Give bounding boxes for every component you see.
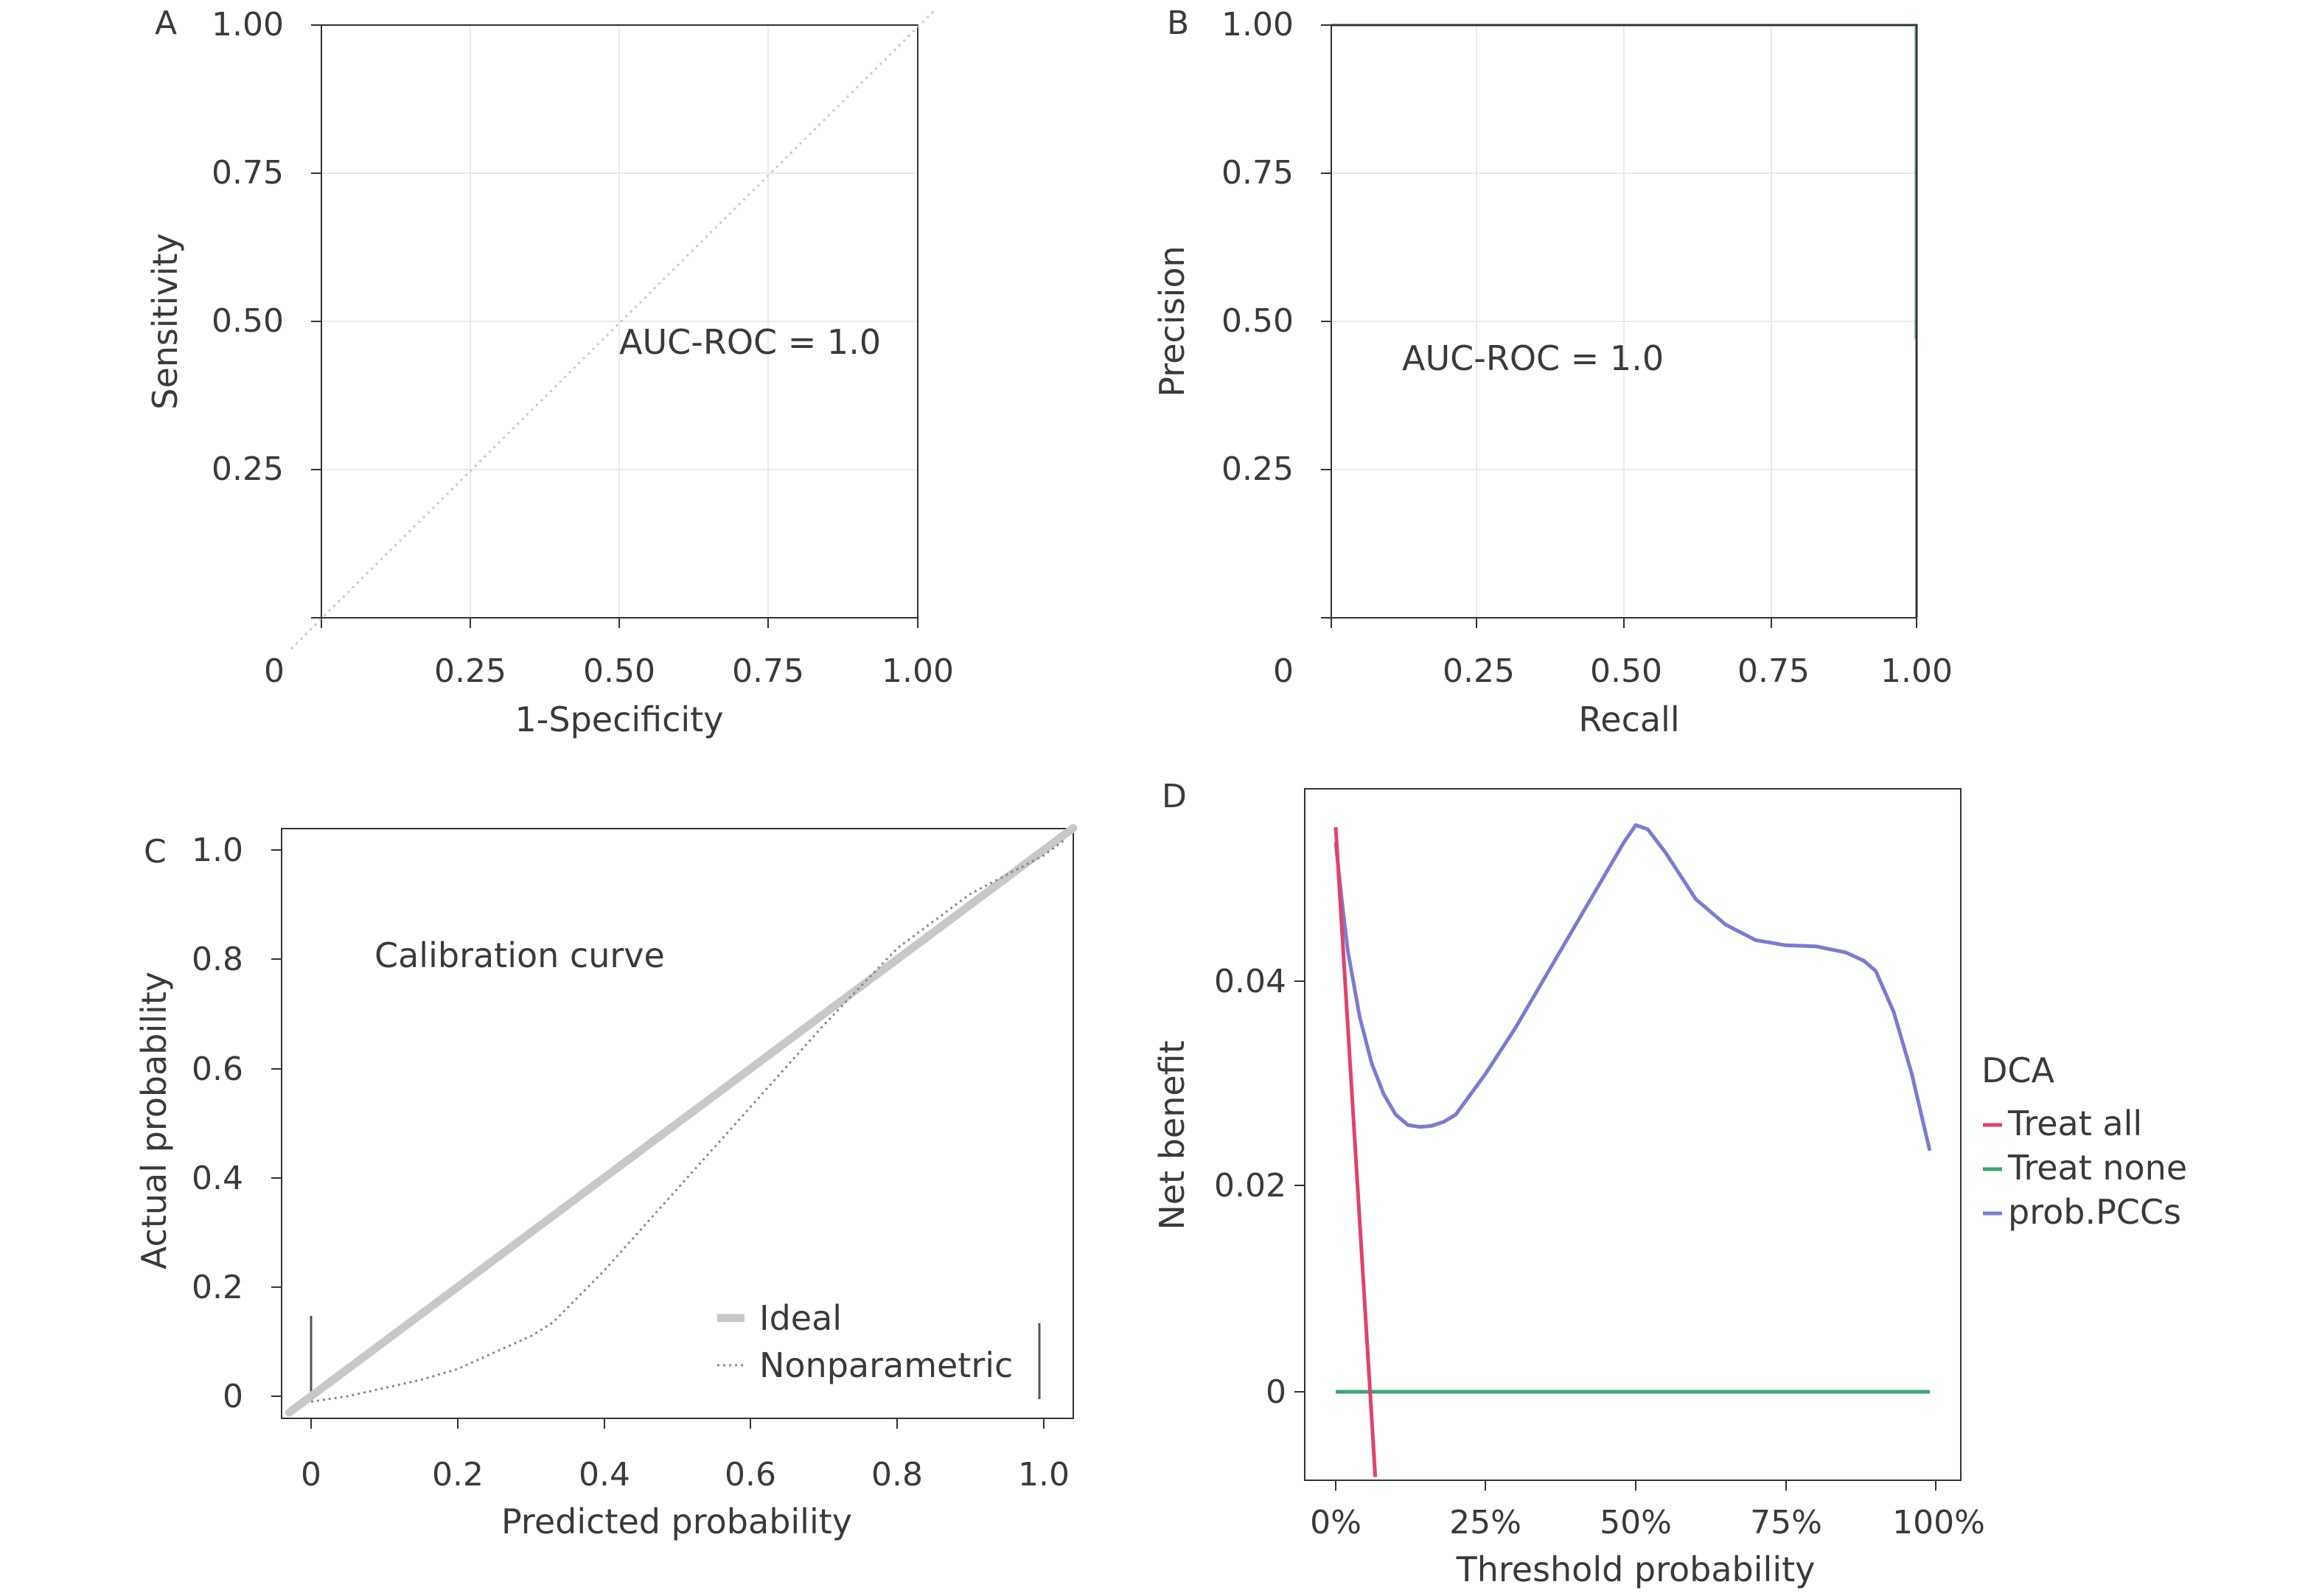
panel-b-y-label: Precision [1152,245,1192,397]
panel-a-ticks [311,24,918,628]
panel-b-x-tick: 0.75 [1737,652,1810,690]
panel-c-x-label: Predicted probability [501,1502,852,1541]
panel-d-ticks [1294,980,1936,1491]
panel-d-y-tick: 0 [1266,1373,1286,1411]
panel-c-ticks [271,849,1045,1429]
legend-label-prob-pccs: prob.PCCs [2008,1192,2181,1232]
panel-a-letter: A [155,4,177,42]
panel-a-y-label: Sensitivity [145,233,185,409]
panel-c-x-tick: 0.2 [432,1456,484,1494]
panel-c-legend: Ideal Nonparametric [717,1298,1013,1385]
panel-a-x-tick: 0 [264,652,285,690]
panel-d-prob-pccs-curve [1333,823,1932,1151]
panel-c-y-tick: 0.4 [192,1160,243,1197]
panel-a-diagonal [290,7,938,650]
panel-b-y-tick: 1.00 [1221,6,1294,43]
panel-b-x-label: Recall [1578,700,1679,739]
panel-a-x-tick: 0.50 [583,652,655,690]
panel-c-x-tick: 0 [301,1456,321,1494]
panel-d-letter: D [1162,778,1187,815]
panel-c-x-tick: 0.6 [725,1456,776,1494]
legend-label-treat-none: Treat none [2007,1148,2187,1188]
panel-d-treat-all-line [1333,826,1378,1477]
panel-b-letter: B [1167,4,1189,42]
panel-c-nonparametric-line [310,837,1067,1403]
panel-d-x-tick: 25% [1449,1504,1521,1541]
panel-b-x-tick: 1.00 [1880,652,1953,690]
panel-d-x-tick: 50% [1600,1504,1672,1541]
legend-label-nonparametric: Nonparametric [759,1345,1013,1385]
panel-a-y-tick: 0.50 [212,302,284,340]
panel-b-x-tick: 0.25 [1443,652,1515,690]
panel-a-y-tick: 0.75 [212,154,284,192]
panel-b-y-tick: 0.25 [1221,450,1294,488]
panel-d-y-tick: 0.04 [1214,963,1286,1000]
panel-c-x-tick: 0.8 [871,1456,923,1494]
panel-d-x-label: Threshold probability [1456,1550,1816,1589]
panel-b-grid [1331,25,1917,618]
panel-a-x-label: 1-Specificity [515,700,724,739]
panel-c-y-tick: 0.6 [192,1050,243,1088]
panel-c-y-tick: 0.2 [192,1269,243,1306]
panel-b: B 1.00 0.75 0.50 0.25 0 0.25 0.50 [1152,4,1953,739]
panel-b-ticks [1321,24,1917,628]
panel-a-grid [321,25,918,618]
panel-d-y-label: Net benefit [1152,1040,1192,1230]
panel-c-title: Calibration curve [374,935,665,975]
panel-c: C 0 0.2 0.4 0.6 0.8 1.0 0 0.2 0.4 0.6 0.… [134,823,1078,1541]
panel-c-x-tick: 0.4 [579,1456,630,1494]
panel-a-auc-annotation: AUC-ROC = 1.0 [619,322,881,362]
panel-c-letter: C [144,833,167,871]
legend-label-treat-all: Treat all [2007,1104,2142,1143]
panel-a-x-tick: 1.00 [882,652,954,690]
panel-b-auc-annotation: AUC-ROC = 1.0 [1402,338,1664,378]
panel-b-pr-curve [1331,24,1918,618]
panel-b-y-tick: 0.75 [1221,154,1294,192]
panel-c-y-label: Actual probability [134,972,174,1269]
panel-c-y-tick: 0.8 [192,941,243,978]
panel-b-x-tick: 0.50 [1590,652,1662,690]
panel-a: A 1.00 0.75 0.50 0.25 0 0.25 0.50 0.75 1 [145,4,954,739]
panel-d-frame [1304,788,1962,1481]
legend-title-dca: DCA [1981,1050,2055,1090]
panel-a-y-tick: 0.25 [212,450,284,488]
panel-c-x-tick: 1.0 [1018,1456,1070,1494]
panel-c-ideal-line [285,823,1078,1417]
panel-a-x-tick: 0.75 [732,652,804,690]
panel-d-x-tick: 100% [1892,1504,1985,1541]
panel-a-y-tick: 1.00 [212,6,284,43]
panel-d-x-tick: 75% [1750,1504,1822,1541]
panel-a-x-tick: 0.25 [434,652,506,690]
panel-d: D 0 0.02 0.04 0% 25% 50% 75% 100% Thresh… [1152,778,2187,1589]
panel-c-y-tick: 1.0 [192,832,243,869]
panel-b-y-tick: 0.50 [1221,302,1294,340]
panel-c-y-tick: 0 [223,1378,243,1415]
panel-d-y-tick: 0.02 [1214,1167,1286,1205]
panel-d-legend: DCA Treat all Treat none prob.PCCs [1981,1050,2187,1232]
panel-c-frame [281,828,1074,1419]
panel-b-x-tick: 0 [1273,652,1294,690]
panel-d-x-tick: 0% [1310,1504,1362,1541]
legend-label-ideal: Ideal [759,1298,842,1338]
